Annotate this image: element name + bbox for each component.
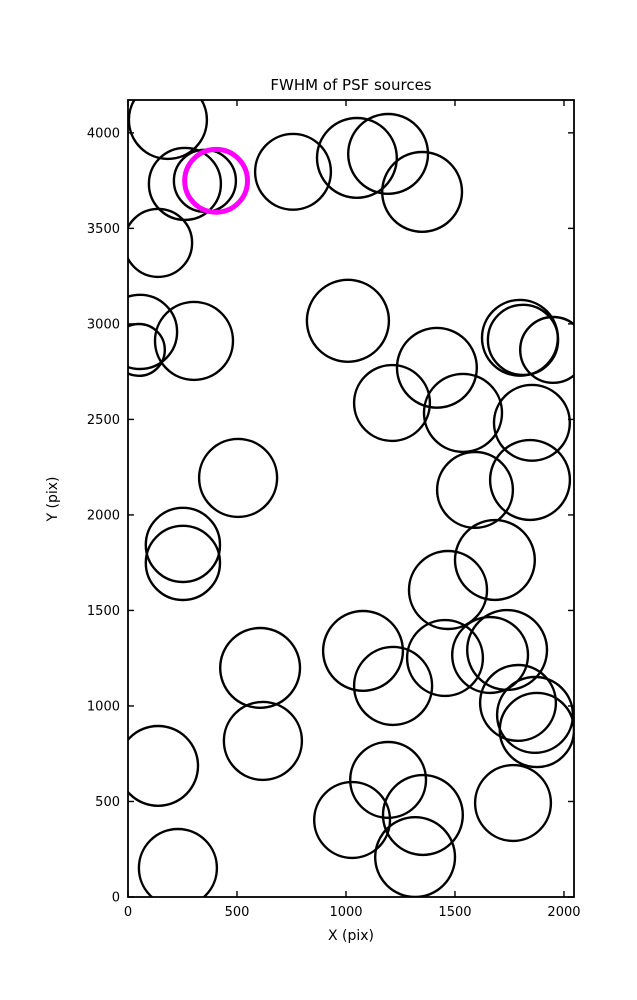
psf-source-circle bbox=[128, 100, 209, 161]
psf-source-circle bbox=[480, 298, 560, 377]
psf-source-circle bbox=[495, 675, 574, 754]
psf-source-circle bbox=[422, 372, 504, 454]
chart-title: FWHM of PSF sources bbox=[270, 76, 431, 94]
psf-source-circle bbox=[478, 663, 558, 743]
psf-source-circle bbox=[473, 763, 553, 843]
psf-source-circle bbox=[128, 724, 200, 807]
psf-source-circle bbox=[128, 322, 166, 377]
psf-source-circle bbox=[137, 827, 219, 897]
x-tick-label: 2000 bbox=[547, 905, 580, 920]
y-tick-label: 3500 bbox=[87, 222, 120, 237]
psf-source-circle bbox=[153, 300, 235, 382]
psf-source-circle bbox=[144, 506, 222, 584]
psf-source-circle bbox=[347, 112, 430, 195]
psf-source-circle bbox=[197, 437, 279, 519]
x-tick-label: 500 bbox=[225, 905, 250, 920]
x-axis-label: X (pix) bbox=[328, 928, 374, 944]
highlighted-psf-circle bbox=[182, 146, 251, 215]
psf-circles-layer bbox=[128, 100, 574, 897]
psf-source-circle bbox=[486, 303, 560, 377]
y-tick-label: 1500 bbox=[87, 604, 120, 619]
y-axis-label: Y (pix) bbox=[45, 477, 61, 523]
x-tick-label: 0 bbox=[124, 905, 132, 920]
psf-source-circle bbox=[453, 518, 537, 602]
y-tick-label: 2000 bbox=[87, 508, 120, 523]
y-tick-label: 1000 bbox=[87, 699, 120, 714]
psf-source-circle bbox=[405, 618, 485, 698]
tick-label-layer: 0 500 1000 1500 2000 0 500 1000 1500 2000 2500 3000… bbox=[87, 126, 581, 920]
psf-source-circle bbox=[451, 615, 530, 695]
psf-source-circle bbox=[321, 609, 405, 693]
psf-source-circle bbox=[519, 315, 574, 384]
psf-source-circle bbox=[253, 132, 333, 211]
psf-source-circle bbox=[144, 524, 222, 602]
psf-source-circle bbox=[381, 150, 464, 234]
x-tick-label: 1500 bbox=[438, 905, 471, 920]
psf-source-circle bbox=[315, 116, 399, 199]
x-tick-label: 1000 bbox=[329, 905, 362, 920]
psf-source-circle bbox=[381, 773, 465, 857]
axes-layer bbox=[127, 99, 575, 898]
psf-source-circle bbox=[147, 146, 223, 222]
psf-source-circle bbox=[219, 626, 302, 710]
psf-source-circle bbox=[128, 207, 194, 279]
psf-source-circle bbox=[374, 816, 457, 897]
psf-source-circle bbox=[492, 383, 572, 462]
psf-source-circle bbox=[352, 363, 432, 443]
psf-source-circle bbox=[128, 293, 179, 371]
y-tick-label: 2500 bbox=[87, 413, 120, 428]
psf-source-circle bbox=[488, 438, 572, 522]
psf-source-circle bbox=[435, 450, 515, 530]
y-tick-label: 4000 bbox=[87, 126, 120, 141]
psf-source-circle bbox=[395, 326, 479, 409]
y-tick-label: 0 bbox=[112, 891, 120, 906]
axes-frame bbox=[127, 99, 575, 898]
y-tick-label: 500 bbox=[95, 795, 120, 810]
psf-source-circle bbox=[349, 740, 428, 820]
psf-source-circle bbox=[222, 700, 304, 782]
psf-source-circle bbox=[407, 549, 489, 631]
psf-source-circle bbox=[305, 278, 391, 363]
psf-source-circle bbox=[498, 691, 574, 769]
psf-source-circle bbox=[352, 645, 434, 727]
psf-source-circle bbox=[313, 780, 392, 860]
y-tick-label: 3000 bbox=[87, 317, 120, 332]
